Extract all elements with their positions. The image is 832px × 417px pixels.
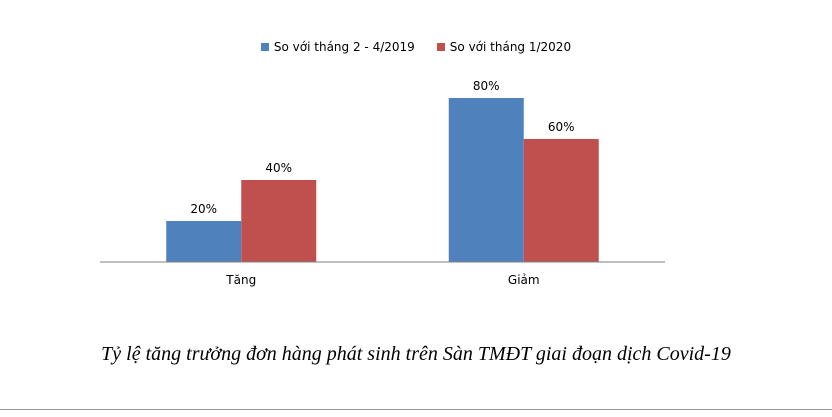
data-label-Giảm-series-2: 60% <box>548 120 575 134</box>
chart-title: Tỷ lệ tăng trưởng đơn hàng phát sinh trê… <box>101 343 731 365</box>
data-label-Tăng-series-1: 20% <box>190 202 217 216</box>
bar-Giảm-series-1 <box>448 98 524 262</box>
legend-item-series-2: So với tháng 1/2020 <box>436 40 572 54</box>
data-label-Tăng-series-2: 40% <box>265 161 292 175</box>
bottom-divider <box>0 409 832 410</box>
legend-label-series-2: So với tháng 1/2020 <box>449 40 572 54</box>
legend-swatch-series-1 <box>260 43 269 51</box>
x-tick-label-2: Giảm <box>508 273 540 287</box>
bar-Giảm-series-2 <box>523 139 599 262</box>
chart-legend: So với tháng 2 - 4/2019 So với tháng 1/2… <box>0 40 832 54</box>
bar-Tăng-series-2 <box>241 180 317 262</box>
data-label-Giảm-series-1: 80% <box>473 79 500 93</box>
bar-chart: 20% 40% Tăng 80% 60% Giảm <box>100 79 665 287</box>
legend-label-series-1: So với tháng 2 - 4/2019 <box>273 40 415 54</box>
bar-Tăng-series-1 <box>166 221 242 262</box>
x-tick-label-1: Tăng <box>225 273 256 287</box>
legend-swatch-series-2 <box>436 43 445 51</box>
legend-item-series-1: So với tháng 2 - 4/2019 <box>260 40 415 54</box>
